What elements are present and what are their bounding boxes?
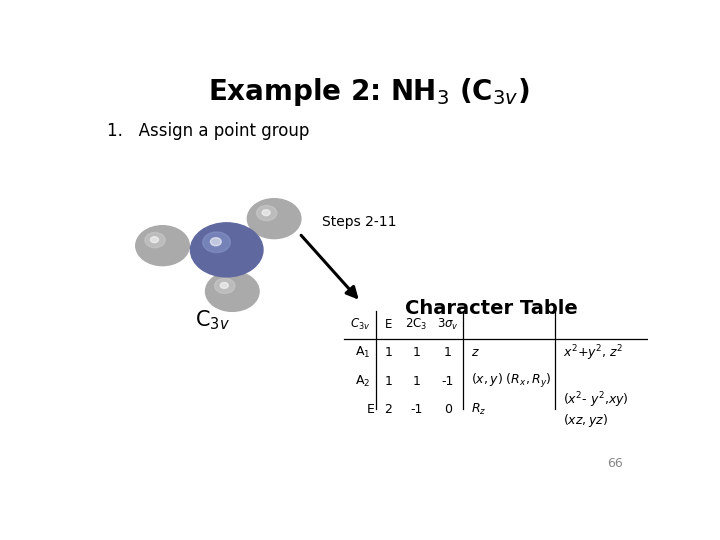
Text: Steps 2-11: Steps 2-11 (322, 215, 396, 229)
Text: 1: 1 (413, 347, 420, 360)
Text: E: E (384, 318, 392, 331)
Text: 1: 1 (413, 375, 420, 388)
Circle shape (203, 232, 230, 253)
Circle shape (136, 226, 189, 266)
Text: Character Table: Character Table (405, 299, 578, 318)
Text: E: E (366, 403, 374, 416)
Text: 1: 1 (384, 375, 392, 388)
Text: 1: 1 (444, 347, 452, 360)
Circle shape (210, 238, 221, 246)
Text: A$_1$: A$_1$ (355, 346, 370, 361)
Text: 3$\sigma_v$: 3$\sigma_v$ (437, 317, 459, 332)
Circle shape (220, 282, 228, 288)
Text: 1.   Assign a point group: 1. Assign a point group (107, 123, 309, 140)
Text: $(x,y)$ $(R_x, R_y)$: $(x,y)$ $(R_x, R_y)$ (471, 372, 551, 390)
Text: -1: -1 (410, 403, 423, 416)
Circle shape (145, 233, 165, 248)
Text: $R_z$: $R_z$ (471, 402, 486, 417)
Text: C$_{3v}$: C$_{3v}$ (350, 317, 370, 332)
Circle shape (256, 206, 276, 221)
Circle shape (150, 237, 158, 242)
Text: 2C$_3$: 2C$_3$ (405, 317, 428, 332)
Text: 66: 66 (607, 457, 623, 470)
Circle shape (262, 210, 270, 215)
Text: 0: 0 (444, 403, 452, 416)
Text: A$_2$: A$_2$ (355, 374, 370, 389)
Circle shape (190, 223, 263, 277)
Text: $x^2$$+$$y^2$, $z^2$: $x^2$$+$$y^2$, $z^2$ (563, 343, 623, 363)
Circle shape (215, 278, 235, 293)
Text: $(x^2$- $y^2$,$xy)$
$(xz,yz)$: $(x^2$- $y^2$,$xy)$ $(xz,yz)$ (563, 390, 629, 429)
Text: 1: 1 (384, 347, 392, 360)
Text: $z$: $z$ (471, 347, 480, 360)
Circle shape (205, 272, 259, 312)
Text: 2: 2 (384, 403, 392, 416)
Text: C$_{3v}$: C$_{3v}$ (195, 309, 230, 332)
Circle shape (248, 199, 301, 239)
Text: -1: -1 (442, 375, 454, 388)
Text: Example 2: NH$_3$ (C$_{3v}$): Example 2: NH$_3$ (C$_{3v}$) (208, 76, 530, 108)
